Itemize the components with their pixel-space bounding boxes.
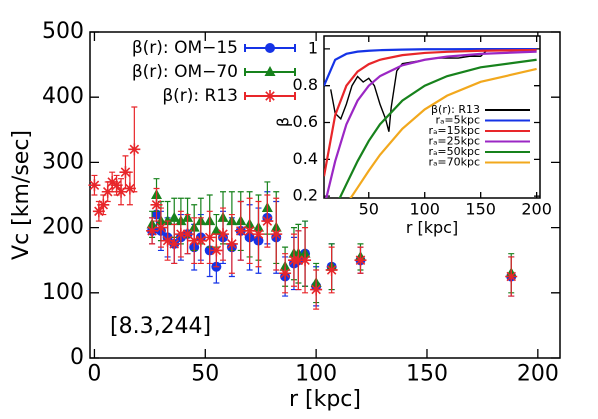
legend-cap [244, 68, 296, 76]
x-tick-label: 0 [87, 362, 101, 387]
legend-cap [244, 44, 296, 52]
line [324, 47, 537, 87]
y-tick-label: 0.2 [293, 186, 318, 205]
point [88, 179, 101, 192]
point [106, 175, 119, 188]
legend-label: rₐ=25kpc [429, 135, 480, 148]
point [299, 254, 312, 267]
x-axis-label: r [kpc] [406, 218, 458, 237]
legend-label: rₐ=5kpc [436, 114, 480, 127]
x-tick-label: 100 [409, 200, 440, 219]
line [349, 67, 537, 198]
plot-frame [323, 35, 541, 199]
legend-label: β(r): R13 [431, 103, 480, 116]
point [92, 205, 105, 218]
point [217, 228, 230, 241]
point [123, 182, 136, 195]
y-tick-label: 300 [42, 149, 84, 174]
point [110, 179, 123, 192]
legend-label: β(r): R13 [162, 86, 238, 106]
point [161, 234, 174, 247]
point [97, 198, 110, 211]
line [325, 50, 537, 198]
x-tick-label: 200 [517, 362, 559, 387]
y-tick-label: 500 [42, 19, 84, 44]
x-tick-label: 50 [359, 200, 379, 219]
legend-marker [265, 43, 275, 53]
y-tick-label: 100 [42, 280, 84, 305]
y-tick-label: 200 [42, 215, 84, 240]
y-tick-label: 400 [42, 84, 84, 109]
x-tick-label: 200 [521, 200, 552, 219]
annotation: [8.3,244] [110, 314, 211, 339]
point [261, 215, 274, 228]
y-tick-label: 0.4 [293, 149, 318, 168]
point [194, 234, 207, 247]
line [338, 58, 537, 198]
point [354, 254, 367, 267]
point [505, 270, 518, 283]
point [119, 166, 132, 179]
legend-label: β(r): OM−15 [132, 38, 238, 58]
point [188, 234, 201, 247]
point [101, 185, 114, 198]
legend-label: rₐ=50kpc [429, 145, 480, 158]
point [154, 221, 167, 234]
y-tick-label: 1 [308, 38, 318, 57]
point [270, 228, 283, 241]
point [115, 185, 128, 198]
point [168, 237, 181, 250]
x-axis-label: r [kpc] [289, 387, 361, 412]
point [243, 224, 256, 237]
point [203, 231, 216, 244]
point [325, 263, 338, 276]
point [174, 228, 187, 241]
y-axis-label: β [274, 117, 293, 127]
point [225, 237, 238, 250]
y-tick-label: 0 [70, 345, 84, 370]
point [279, 267, 292, 280]
legend-cap [244, 92, 296, 100]
y-tick-label: 0.8 [293, 75, 318, 94]
legend-label: rₐ=70kpc [429, 156, 480, 169]
point [181, 228, 194, 241]
plot-frame [89, 31, 561, 359]
y-tick-label: 0.6 [293, 112, 318, 131]
point [162, 215, 174, 226]
legend-label: β(r): OM−70 [132, 62, 238, 82]
point [310, 283, 323, 296]
x-tick-label: 100 [295, 362, 337, 387]
point [210, 224, 222, 235]
point [210, 244, 223, 257]
x-tick-label: 150 [465, 200, 496, 219]
y-axis-label: Vc [km/sec] [9, 130, 34, 260]
point [168, 211, 180, 222]
x-tick-label: 50 [191, 362, 219, 387]
point [150, 198, 163, 211]
point [252, 228, 265, 241]
point [128, 143, 141, 156]
legend-marker [264, 90, 276, 102]
legend-marker [264, 66, 276, 76]
point [234, 224, 247, 237]
legend-label: rₐ=15kpc [429, 124, 480, 137]
line [330, 48, 537, 132]
x-tick-label: 150 [406, 362, 448, 387]
lines [324, 47, 537, 198]
point [292, 254, 305, 267]
line [324, 48, 537, 177]
point [146, 224, 159, 237]
